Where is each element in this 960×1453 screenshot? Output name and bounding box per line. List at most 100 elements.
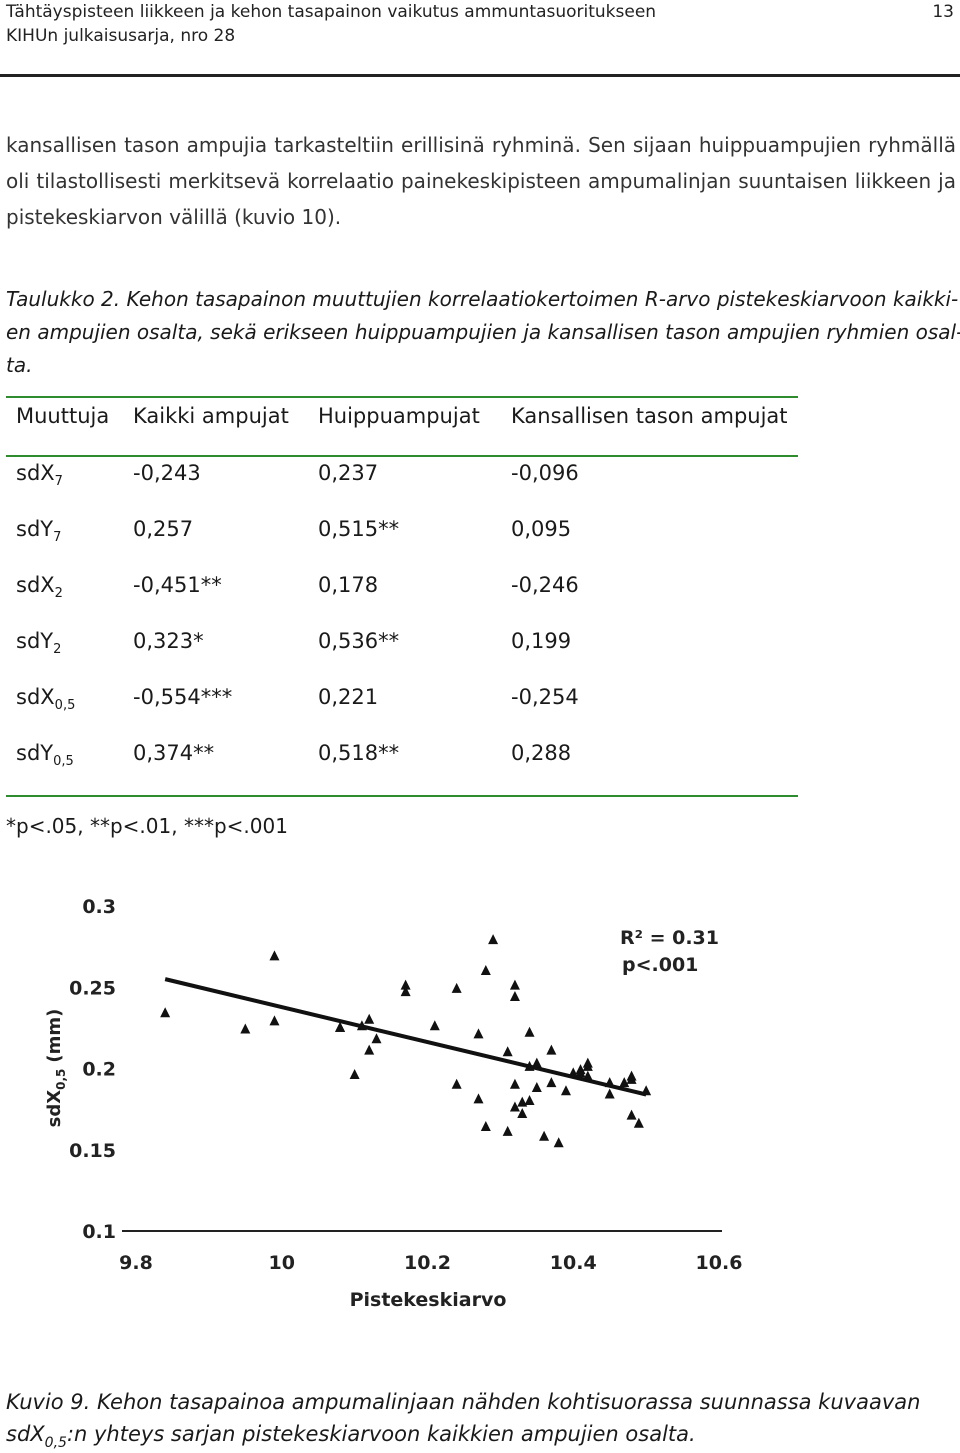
data-point [568, 1067, 579, 1078]
value-cell: -0,451** [133, 573, 222, 597]
variable-cell: sdX0,5 [16, 685, 76, 713]
y-tick-label: 0.2 [82, 1059, 116, 1081]
x-tick-label: 9.8 [119, 1252, 153, 1274]
variable-cell: sdY0,5 [16, 741, 74, 769]
variable-cell: sdY2 [16, 629, 62, 657]
data-point [531, 1057, 542, 1068]
data-point [524, 1026, 535, 1037]
trend-line [164, 977, 647, 1097]
value-cell: -0,246 [511, 573, 579, 597]
value-cell: 0,237 [318, 461, 379, 485]
table-caption-line: ta. [6, 353, 33, 377]
table-row: sdX7 -0,243 0,237 -0,096 [6, 455, 798, 491]
value-cell: 0,095 [511, 517, 572, 541]
paragraph-line: kansallisen tason ampujia tarkasteltiin … [6, 133, 956, 157]
data-point [488, 934, 499, 945]
data-point [517, 1108, 528, 1118]
column-header: Muuttuja [16, 404, 110, 428]
column-header: Huippuampujat [318, 404, 480, 428]
x-tick-label: 10.6 [696, 1252, 743, 1274]
figure-caption-line: sdX0,5:n yhteys sarjan pistekeskiarvoon … [6, 1422, 696, 1451]
data-point [553, 1137, 564, 1148]
data-point [502, 1125, 513, 1136]
data-point [400, 986, 411, 997]
y-tick-labels: 0.3 0.25 0.2 0.15 0.1 [69, 896, 116, 1243]
data-point [349, 1069, 360, 1079]
x-tick-label: 10 [269, 1252, 295, 1274]
x-tick-labels: 9.8 10 10.2 10.4 10.6 [119, 1252, 742, 1274]
data-point [335, 1021, 346, 1032]
data-point [641, 1085, 652, 1096]
data-point [633, 1117, 644, 1128]
column-header: Kaikki ampujat [133, 404, 289, 428]
value-cell: 0,323* [133, 629, 204, 653]
value-cell: 0,515** [318, 517, 400, 541]
data-point [451, 1078, 462, 1089]
table-caption-line: Taulukko 2. Kehon tasapainon muuttujien … [6, 287, 959, 311]
data-point [509, 991, 520, 1001]
page-number: 13 [932, 2, 954, 22]
value-cell: 0,178 [318, 573, 379, 597]
data-point [546, 1077, 557, 1088]
data-point [517, 1096, 528, 1107]
figure-caption: Kuvio 9. Kehon tasapainoa ampumalinjaan … [6, 1386, 956, 1453]
data-point [451, 982, 462, 993]
data-point [531, 1082, 542, 1092]
column-header: Kansallisen tason ampujat [511, 404, 788, 428]
value-cell: 0,288 [511, 741, 572, 765]
data-point [619, 1077, 630, 1088]
value-cell: -0,243 [133, 461, 201, 485]
data-point [539, 1130, 550, 1141]
value-cell: -0,254 [511, 685, 579, 709]
table-top-rule [6, 396, 798, 398]
table-bottom-rule [6, 795, 798, 797]
data-point [400, 979, 411, 990]
figure-caption-line: Kuvio 9. Kehon tasapainoa ampumalinjaan … [6, 1390, 921, 1414]
table-row: sdX0,5 -0,554*** 0,221 -0,254 [6, 679, 798, 715]
value-cell: -0,096 [511, 461, 579, 485]
data-point [604, 1088, 615, 1099]
data-point [160, 1007, 171, 1018]
data-point [582, 1070, 593, 1081]
table-row: sdY7 0,257 0,515** 0,095 [6, 511, 798, 547]
y-tick-label: 0.15 [69, 1140, 116, 1162]
table-row: sdY0,5 0,374** 0,518** 0,288 [6, 735, 798, 771]
y-axis-label: sdX0,5(mm) [44, 1009, 68, 1128]
data-point [575, 1067, 586, 1078]
data-point [480, 965, 491, 975]
value-cell: 0,536** [318, 629, 400, 653]
y-tick-label: 0.1 [82, 1221, 116, 1243]
data-point [509, 979, 520, 990]
data-point [509, 1078, 520, 1089]
header-series: KIHUn julkaisusarja, nro 28 [6, 26, 236, 46]
y-tick-label: 0.3 [82, 896, 116, 918]
running-header: Tähtäyspisteen liikkeen ja kehon tasapai… [6, 0, 656, 48]
data-point [240, 1023, 251, 1034]
body-paragraph: kansallisen tason ampujia tarkasteltiin … [6, 127, 956, 235]
table-caption: Taulukko 2. Kehon tasapainon muuttujien … [6, 283, 960, 382]
value-cell: 0,374** [133, 741, 215, 765]
table-row: sdY2 0,323* 0,536** 0,199 [6, 623, 798, 659]
data-point [524, 1060, 535, 1071]
x-tick-label: 10.4 [550, 1252, 597, 1274]
value-cell: 0,257 [133, 517, 194, 541]
data-point [473, 1093, 484, 1104]
p-value-annotation: p<.001 [622, 954, 698, 976]
x-axis-label: Pistekeskiarvo [350, 1289, 507, 1311]
table-header-row: Muuttuja Kaikki ampujat Huippuampujat Ka… [6, 398, 798, 434]
variable-cell: sdY7 [16, 517, 62, 545]
value-cell: -0,554*** [133, 685, 233, 709]
data-point [269, 1015, 280, 1026]
data-point [480, 1121, 491, 1131]
data-point [502, 1046, 513, 1057]
data-point [473, 1028, 484, 1039]
paragraph-line: oli tilastollisesti merkitsevä korrelaat… [6, 169, 956, 193]
variable-cell: sdX2 [16, 573, 63, 601]
data-point [626, 1070, 637, 1081]
table-caption-line: en ampujien osalta, sekä erikseen huippu… [6, 320, 960, 344]
data-point [429, 1020, 440, 1031]
value-cell: 0,221 [318, 685, 379, 709]
data-point [560, 1085, 571, 1096]
header-title: Tähtäyspisteen liikkeen ja kehon tasapai… [6, 2, 657, 22]
data-point [364, 1013, 375, 1024]
